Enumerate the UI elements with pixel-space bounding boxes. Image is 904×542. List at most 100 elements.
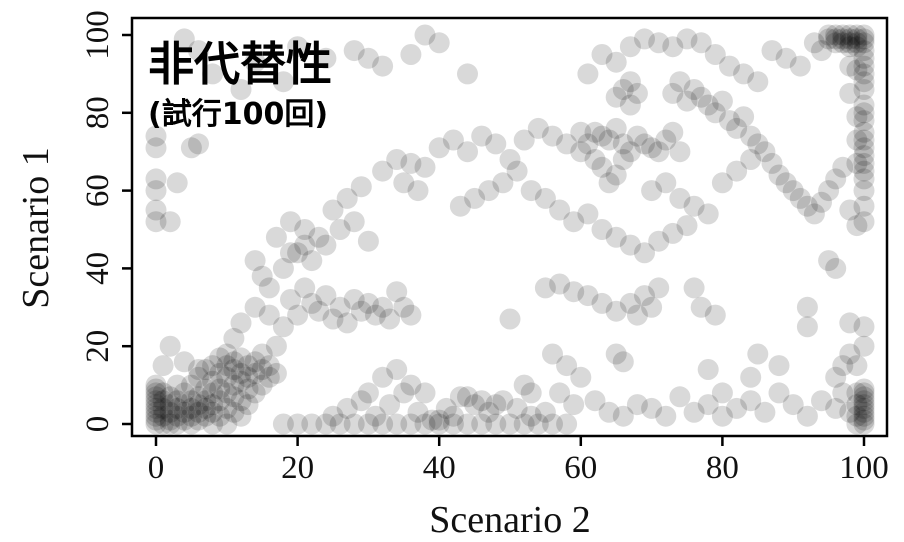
data-point bbox=[258, 366, 280, 388]
data-point bbox=[747, 71, 769, 93]
data-point bbox=[308, 226, 330, 248]
data-point bbox=[704, 304, 726, 326]
data-point bbox=[478, 401, 500, 423]
data-point bbox=[803, 32, 825, 54]
data-point bbox=[626, 394, 648, 416]
data-point bbox=[853, 129, 875, 151]
data-point bbox=[159, 386, 181, 408]
data-point bbox=[343, 413, 365, 435]
data-point bbox=[145, 401, 167, 423]
data-point bbox=[386, 359, 408, 380]
x-tick-label: 20 bbox=[281, 450, 314, 486]
data-point bbox=[365, 405, 386, 427]
data-point bbox=[853, 394, 875, 416]
data-point bbox=[301, 250, 323, 272]
x-tick-label: 100 bbox=[839, 450, 889, 486]
data-point bbox=[669, 187, 691, 209]
data-point bbox=[853, 32, 875, 54]
data-point bbox=[442, 405, 464, 427]
data-point bbox=[832, 32, 854, 54]
data-point bbox=[612, 351, 634, 373]
data-point bbox=[839, 312, 861, 334]
data-point bbox=[244, 382, 266, 404]
data-points bbox=[145, 24, 875, 435]
data-point bbox=[251, 343, 273, 365]
data-point bbox=[166, 374, 188, 396]
data-point bbox=[159, 335, 181, 357]
data-point bbox=[280, 289, 301, 310]
data-point bbox=[386, 413, 408, 435]
data-point bbox=[527, 413, 549, 435]
data-point bbox=[683, 195, 705, 217]
data-point bbox=[442, 129, 464, 151]
data-point bbox=[570, 121, 592, 143]
data-point bbox=[287, 36, 309, 58]
data-point bbox=[209, 362, 231, 384]
data-point bbox=[265, 335, 287, 357]
data-point bbox=[379, 394, 401, 416]
data-point bbox=[853, 137, 875, 159]
data-point bbox=[577, 63, 599, 85]
data-point bbox=[180, 405, 202, 427]
data-point bbox=[634, 285, 655, 307]
data-point bbox=[188, 401, 209, 423]
data-point bbox=[598, 401, 620, 423]
data-point bbox=[853, 24, 875, 46]
data-point bbox=[697, 203, 719, 225]
data-point bbox=[542, 343, 563, 365]
data-point bbox=[690, 32, 712, 54]
data-point bbox=[315, 47, 337, 69]
data-point bbox=[733, 63, 755, 85]
data-point bbox=[655, 172, 677, 194]
data-point bbox=[400, 413, 422, 435]
data-point bbox=[145, 394, 167, 416]
data-point bbox=[768, 382, 790, 404]
data-point bbox=[740, 125, 762, 147]
data-point bbox=[230, 405, 252, 427]
data-point bbox=[577, 133, 599, 155]
data-point bbox=[853, 79, 875, 100]
data-point bbox=[549, 199, 571, 221]
data-point bbox=[379, 308, 401, 330]
data-point bbox=[683, 277, 705, 299]
data-point bbox=[258, 277, 280, 299]
data-point bbox=[853, 405, 875, 427]
data-point bbox=[159, 401, 181, 423]
data-point bbox=[591, 219, 613, 240]
data-point bbox=[669, 141, 691, 163]
data-point bbox=[825, 28, 847, 50]
data-point bbox=[811, 40, 832, 62]
data-point bbox=[676, 28, 698, 50]
data-point bbox=[223, 351, 245, 373]
data-point bbox=[584, 121, 606, 143]
data-point bbox=[853, 110, 875, 132]
data-point bbox=[853, 152, 875, 174]
data-point bbox=[393, 172, 415, 194]
data-point bbox=[846, 24, 868, 46]
data-point bbox=[159, 211, 181, 233]
data-point bbox=[216, 397, 238, 419]
data-point bbox=[294, 277, 316, 299]
y-tick-label: 0 bbox=[80, 416, 116, 433]
data-point bbox=[789, 55, 811, 77]
data-point bbox=[272, 71, 294, 93]
data-point bbox=[619, 94, 641, 116]
data-point bbox=[605, 164, 627, 186]
data-point bbox=[775, 172, 797, 194]
y-tick-label: 20 bbox=[80, 330, 116, 363]
data-point bbox=[534, 401, 556, 423]
data-point bbox=[853, 40, 875, 62]
data-point bbox=[853, 409, 875, 431]
data-point bbox=[782, 180, 804, 202]
data-point bbox=[223, 374, 245, 396]
data-point bbox=[825, 24, 847, 46]
data-point bbox=[839, 343, 861, 365]
data-point bbox=[556, 413, 578, 435]
data-point bbox=[534, 277, 556, 299]
data-point bbox=[853, 390, 875, 412]
data-point bbox=[258, 304, 280, 326]
data-point bbox=[563, 281, 585, 303]
data-point bbox=[853, 195, 875, 217]
data-point bbox=[499, 308, 521, 330]
data-point bbox=[336, 397, 358, 419]
